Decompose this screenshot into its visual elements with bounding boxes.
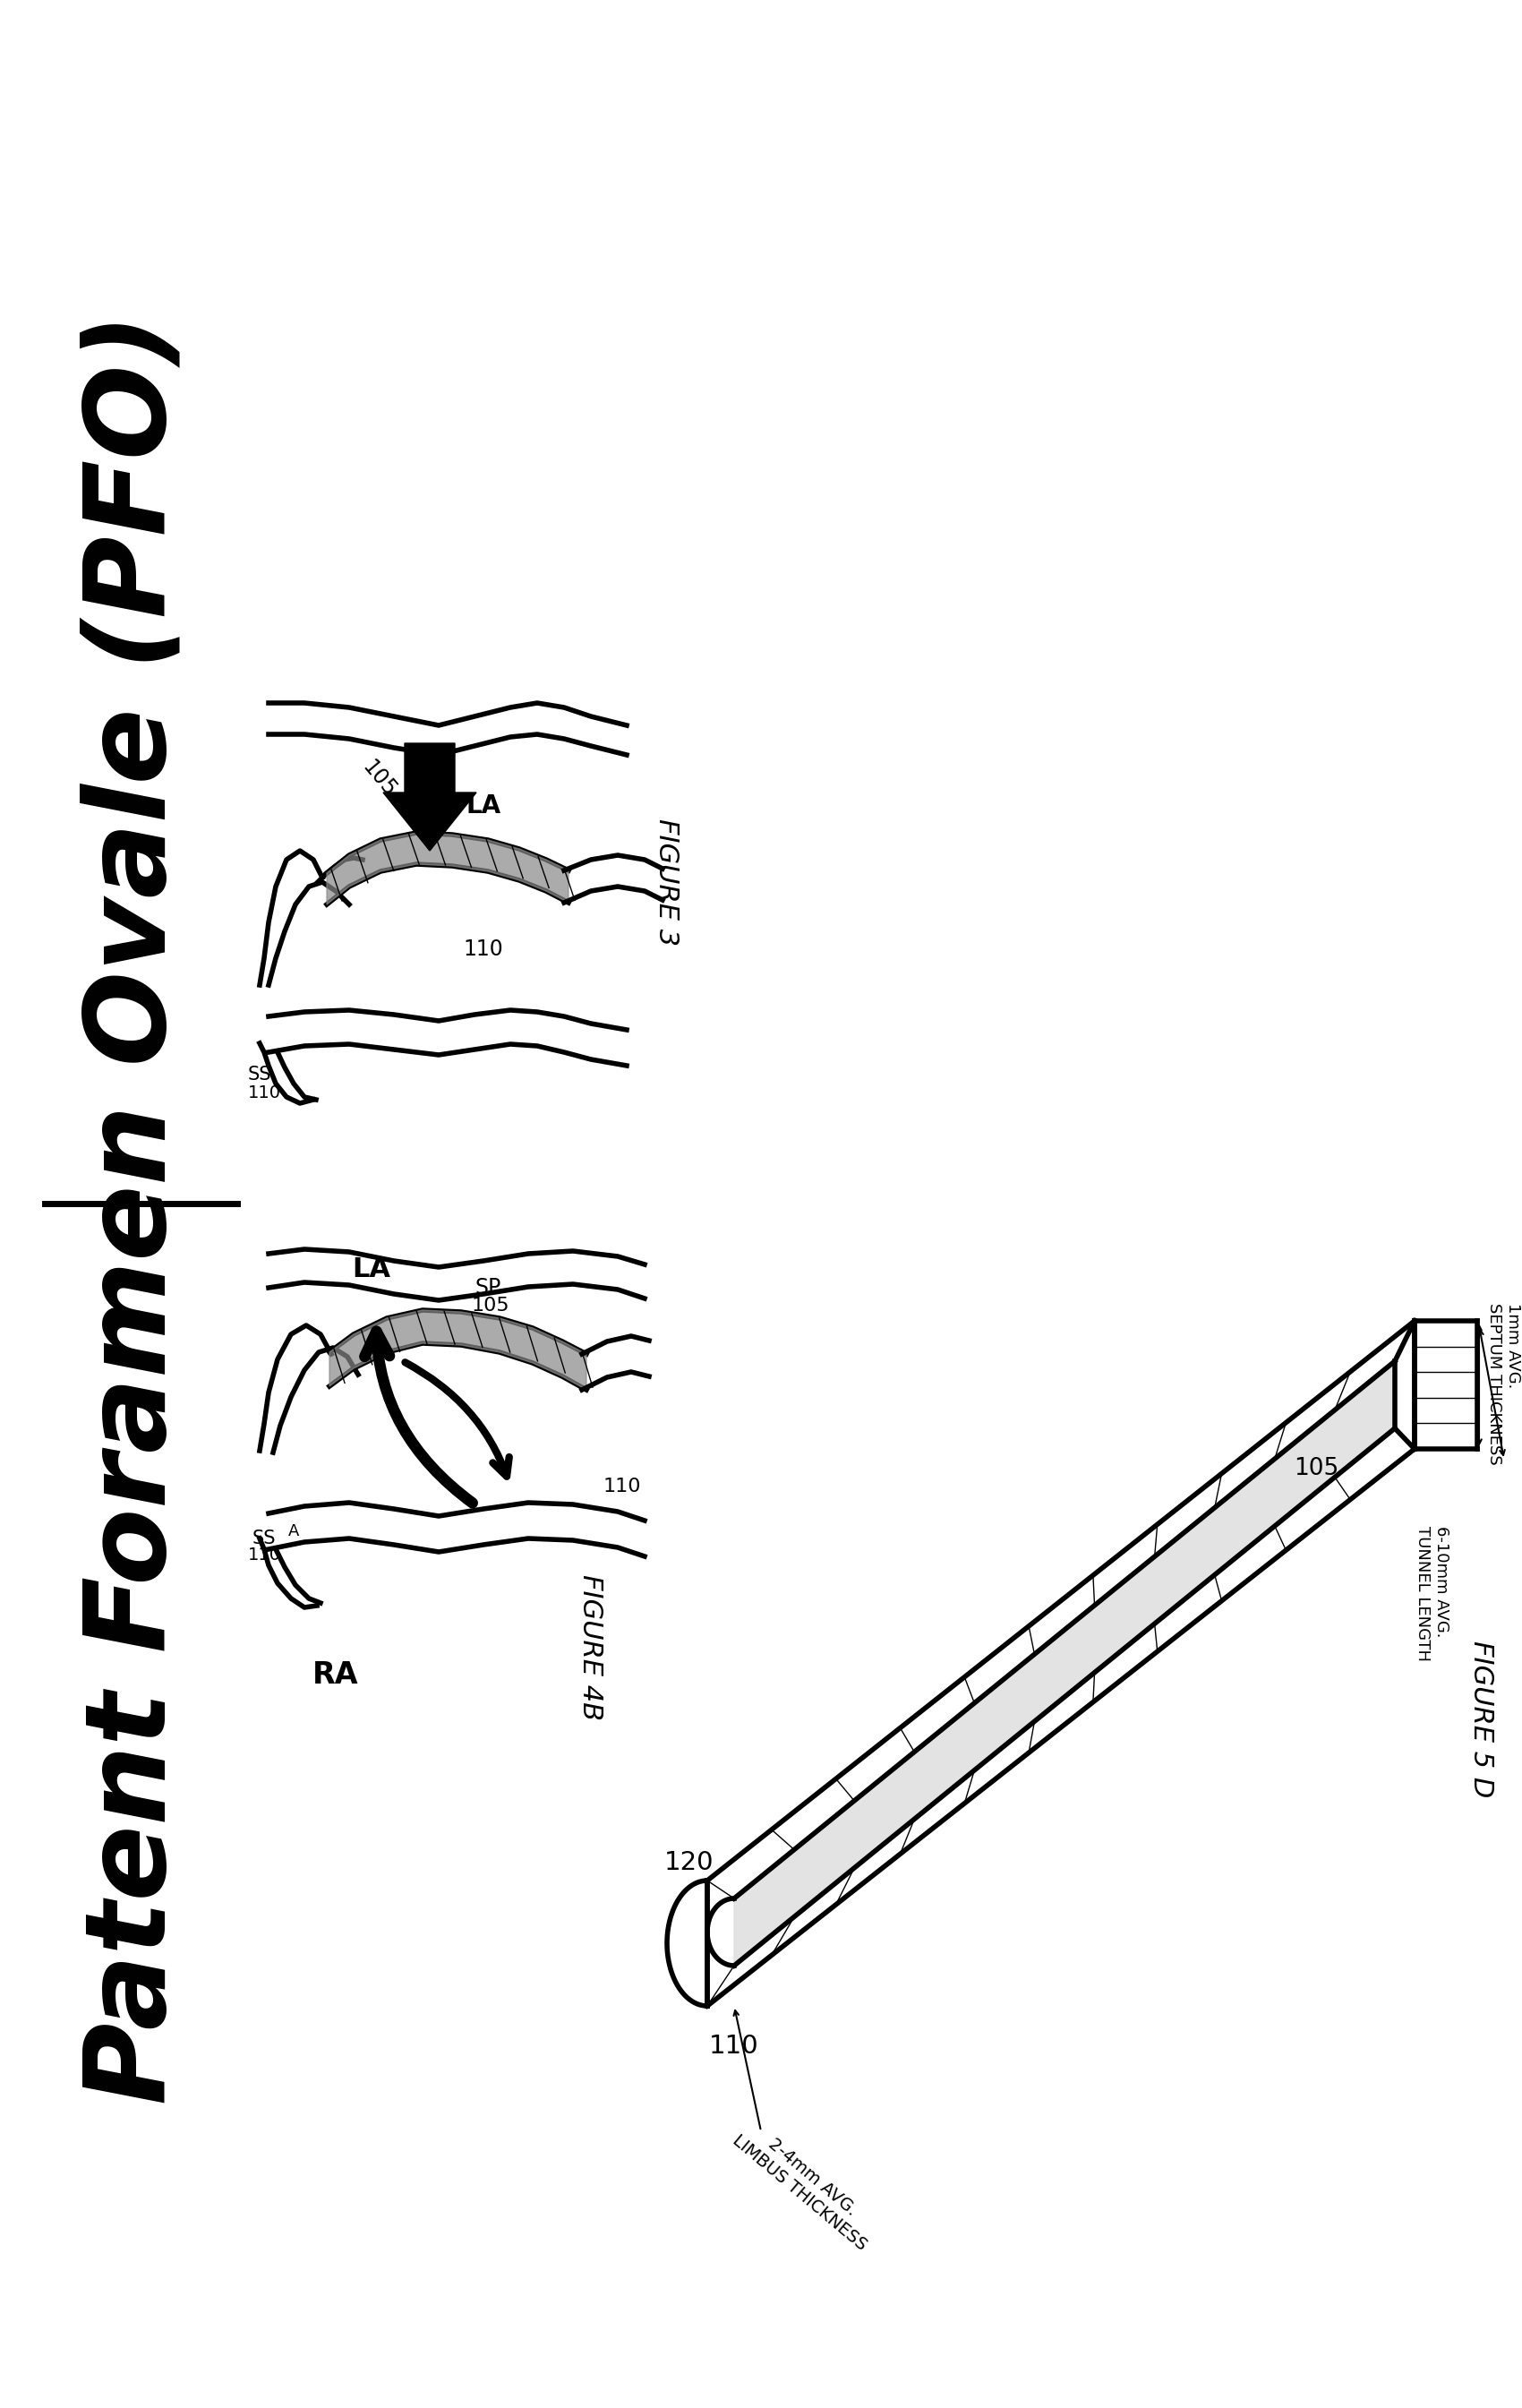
FancyArrowPatch shape bbox=[405, 1363, 510, 1476]
Text: FIGURE 5 D: FIGURE 5 D bbox=[1469, 1640, 1495, 1799]
Text: 120: 120 bbox=[665, 1849, 714, 1876]
Text: FIGURE 4B: FIGURE 4B bbox=[577, 1575, 603, 1722]
Text: 6-10mm AVG.
TUNNEL LENGTH: 6-10mm AVG. TUNNEL LENGTH bbox=[1414, 1527, 1449, 1662]
Text: FIGURE 3: FIGURE 3 bbox=[653, 819, 679, 946]
Text: 105: 105 bbox=[1294, 1457, 1338, 1481]
Text: SS: SS bbox=[253, 1529, 275, 1548]
Text: SP: SP bbox=[475, 1276, 501, 1298]
Text: LA: LA bbox=[466, 792, 501, 819]
Text: 110: 110 bbox=[248, 1084, 280, 1100]
Text: 110: 110 bbox=[463, 939, 504, 961]
Text: 110: 110 bbox=[248, 1546, 280, 1563]
Text: 105: 105 bbox=[358, 756, 400, 802]
Text: RA: RA bbox=[312, 1659, 359, 1690]
Text: 105: 105 bbox=[472, 1296, 510, 1315]
Polygon shape bbox=[327, 833, 569, 905]
Text: A: A bbox=[288, 1524, 300, 1539]
FancyArrowPatch shape bbox=[365, 1332, 472, 1503]
Polygon shape bbox=[384, 744, 476, 850]
Text: Patent Foramen Ovale (PFO): Patent Foramen Ovale (PFO) bbox=[81, 313, 189, 2105]
Text: 1mm AVG.
SEPTUM THICKNESS: 1mm AVG. SEPTUM THICKNESS bbox=[1485, 1303, 1520, 1464]
Text: LA: LA bbox=[352, 1257, 391, 1283]
Polygon shape bbox=[329, 1310, 586, 1389]
Polygon shape bbox=[734, 1361, 1394, 1965]
Text: SS: SS bbox=[248, 1067, 271, 1084]
Text: 110: 110 bbox=[603, 1479, 641, 1495]
Text: 110: 110 bbox=[709, 2035, 759, 2059]
Text: 2-4mm AVG.
LIMBUS THICKNESS: 2-4mm AVG. LIMBUS THICKNESS bbox=[729, 2117, 883, 2254]
